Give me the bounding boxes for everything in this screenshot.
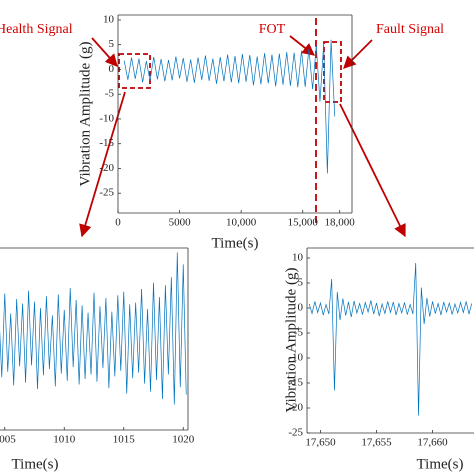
annotation: Fault Signal	[376, 22, 444, 37]
y-tick-label: -25	[288, 427, 303, 439]
y-tick-label: -20	[288, 402, 303, 414]
arrow	[289, 35, 315, 56]
y-tick-label: -10	[99, 112, 114, 124]
y-tick-label: 5	[298, 277, 304, 289]
x-axis-label: Time(s)	[12, 456, 59, 472]
signal-line	[0, 252, 187, 405]
y-tick-label: -20	[99, 162, 114, 174]
health-box	[118, 53, 151, 89]
annotation-shapes	[79, 18, 406, 238]
x-tick-label: 10,000	[226, 217, 257, 229]
x-tick-label: 5000	[169, 217, 192, 229]
x-tick-label: 18,000	[325, 217, 356, 229]
y-tick-label: 10	[103, 13, 115, 25]
x-tick-label: 17,660	[417, 437, 448, 449]
y-axis-label: Vibration Amplitude (g)	[77, 42, 93, 187]
x-tick-label: 17,655	[361, 437, 392, 449]
arrow	[343, 39, 373, 69]
y-tick-label: -5	[294, 327, 304, 339]
x-tick-label: 15,000	[288, 217, 319, 229]
x-tick-label: 1005	[0, 434, 16, 446]
y-tick-label: -15	[288, 377, 303, 389]
x-axis-label: Time(s)	[212, 235, 259, 251]
y-tick-label: -25	[99, 187, 114, 199]
y-tick-label: -10	[288, 352, 303, 364]
y-tick-label: -5	[105, 88, 115, 100]
signal-line	[123, 39, 336, 174]
x-tick-label: 1020	[172, 434, 195, 446]
signal-line	[308, 262, 473, 416]
x-tick-label: 1010	[53, 434, 76, 446]
annotation: Health Signal	[0, 22, 73, 37]
x-tick-label: 17,650	[305, 437, 336, 449]
y-axis-label: Vibration Amplitude (g)	[283, 268, 299, 413]
y-tick-label: 5	[109, 38, 115, 50]
x-tick-label: 1015	[113, 434, 136, 446]
annotation: FOT	[259, 22, 286, 37]
y-tick-label: 0	[109, 63, 115, 75]
x-tick-label: 0	[115, 217, 121, 229]
y-tick-label: 0	[298, 302, 304, 314]
arrow	[339, 103, 406, 238]
y-tick-label: 10	[292, 252, 304, 264]
fault-box	[323, 41, 342, 103]
arrow	[91, 37, 118, 67]
y-tick-label: -15	[99, 137, 114, 149]
x-axis-label: Time(s)	[417, 456, 464, 472]
